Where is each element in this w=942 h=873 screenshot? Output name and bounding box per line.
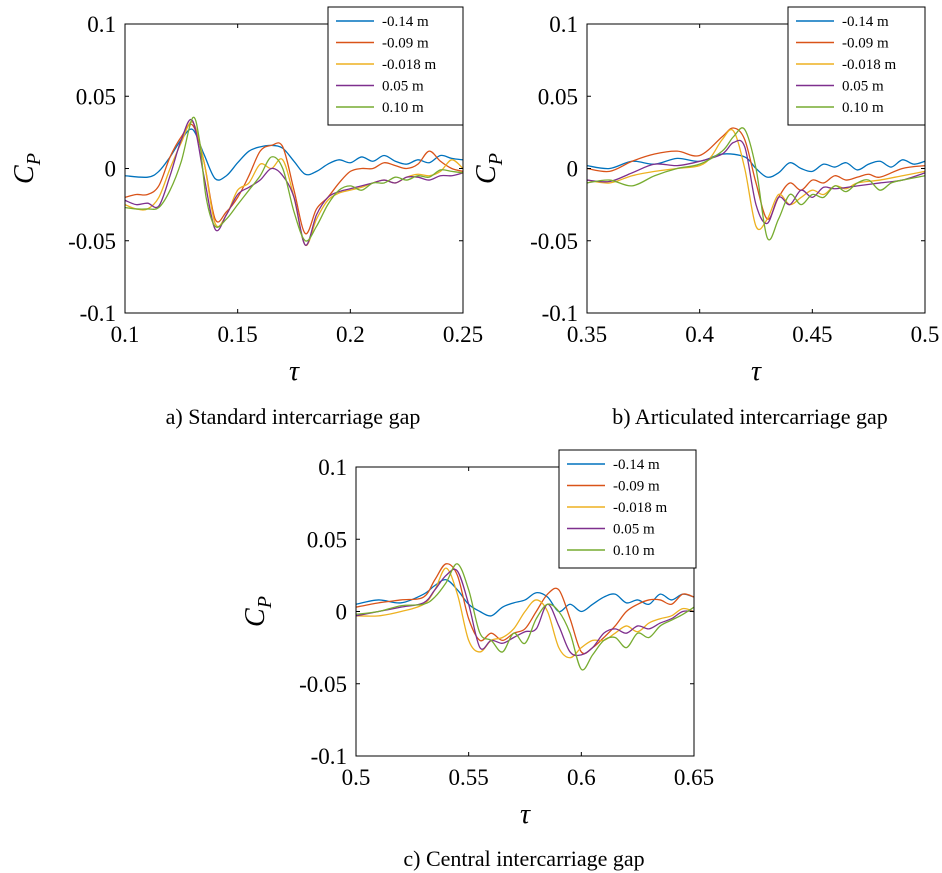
x-tick-label: 0.2 bbox=[336, 322, 365, 347]
x-tick-label: 0.4 bbox=[685, 322, 714, 347]
series-group bbox=[587, 127, 925, 241]
series-group bbox=[125, 116, 463, 246]
legend-entry: -0.09 m bbox=[613, 479, 660, 495]
x-axis-label: τ bbox=[520, 799, 531, 830]
legend-entry: -0.018 m bbox=[382, 57, 436, 73]
legend-box bbox=[327, 6, 464, 126]
x-tick-label: 0.65 bbox=[674, 765, 714, 790]
series-line bbox=[125, 121, 463, 246]
legend-entry: 0.10 m bbox=[382, 100, 424, 116]
legend-entry: -0.14 m bbox=[613, 457, 660, 473]
y-tick-label: -0.05 bbox=[530, 229, 578, 254]
x-tick-label: 0.35 bbox=[567, 322, 607, 347]
y-tick-label: -0.05 bbox=[299, 672, 347, 697]
x-tick-label: 0.5 bbox=[911, 322, 940, 347]
series-line bbox=[356, 568, 694, 657]
y-tick-label: -0.05 bbox=[68, 229, 116, 254]
x-tick-label: 0.1 bbox=[111, 322, 140, 347]
legend-entry: -0.14 m bbox=[382, 14, 429, 30]
y-tick-label: 0 bbox=[567, 157, 579, 182]
plot-area: 0.1 0.15 0.2 0.25 0.1 0.05 0 -0.05 -0.1 τ CP -0.14 … bbox=[9, 6, 483, 387]
y-tick-label: 0.1 bbox=[318, 455, 347, 480]
legend-entry: -0.018 m bbox=[842, 57, 896, 73]
legend-entry: -0.09 m bbox=[842, 36, 889, 52]
legend-entry: 0.05 m bbox=[613, 522, 655, 538]
series-line bbox=[125, 123, 463, 235]
y-axis-label: CP bbox=[240, 596, 276, 627]
y-axis-label: CP bbox=[471, 153, 507, 184]
legend-entry: 0.05 m bbox=[842, 79, 884, 95]
series-line bbox=[356, 563, 694, 671]
series-line bbox=[587, 153, 925, 178]
x-tick-label: 0.6 bbox=[567, 765, 596, 790]
y-tick-label: -0.1 bbox=[542, 301, 578, 326]
series-line bbox=[587, 128, 925, 231]
y-tick-label: -0.1 bbox=[311, 744, 347, 769]
y-tick-label: -0.1 bbox=[80, 301, 116, 326]
legend-entry: -0.018 m bbox=[613, 500, 667, 516]
y-tick-label: 0.05 bbox=[538, 84, 578, 109]
y-axis-label: CP bbox=[9, 153, 45, 184]
y-tick-label: 0 bbox=[336, 600, 348, 625]
caption-articulated-gap: b) Articulated intercarriage gap bbox=[612, 404, 887, 429]
series-line bbox=[125, 128, 463, 181]
legend-box bbox=[787, 6, 926, 126]
y-tick-label: 0.05 bbox=[307, 527, 347, 552]
chart-central-gap: 0.5 0.55 0.6 0.65 0.1 0.05 0 -0.05 -0.1 τ CP -0.14 … bbox=[240, 449, 714, 871]
x-tick-label: 0.45 bbox=[792, 322, 832, 347]
series-group bbox=[356, 563, 694, 671]
chart-standard-gap: 0.1 0.15 0.2 0.25 0.1 0.05 0 -0.05 -0.1 τ CP -0.14 … bbox=[9, 6, 483, 429]
x-tick-label: 0.15 bbox=[218, 322, 258, 347]
plot-area: 0.5 0.55 0.6 0.65 0.1 0.05 0 -0.05 -0.1 τ CP -0.14 … bbox=[240, 449, 714, 830]
legend-entry: 0.05 m bbox=[382, 79, 424, 95]
y-tick-label: 0.1 bbox=[549, 12, 578, 37]
x-axis-label: τ bbox=[289, 356, 300, 387]
y-tick-label: 0.1 bbox=[87, 12, 116, 37]
chart-articulated-gap: 0.35 0.4 0.45 0.5 0.1 0.05 0 -0.05 -0.1 τ CP -0.14 … bbox=[471, 6, 940, 429]
caption-standard-gap: a) Standard intercarriage gap bbox=[166, 404, 421, 429]
plot-area: 0.35 0.4 0.45 0.5 0.1 0.05 0 -0.05 -0.1 τ CP -0.14 … bbox=[471, 6, 940, 387]
legend-box bbox=[558, 449, 697, 569]
series-line bbox=[125, 116, 463, 242]
x-axis-label: τ bbox=[751, 356, 762, 387]
x-tick-label: 0.55 bbox=[449, 765, 489, 790]
legend: -0.14 m -0.09 m -0.018 m 0.05 m 0.10 m bbox=[327, 6, 464, 126]
legend: -0.14 m -0.09 m -0.018 m 0.05 m 0.10 m bbox=[558, 449, 697, 569]
y-tick-label: 0 bbox=[105, 157, 117, 182]
x-tick-label: 0.5 bbox=[342, 765, 371, 790]
series-line bbox=[125, 118, 463, 246]
series-line bbox=[587, 127, 925, 241]
x-tick-label: 0.25 bbox=[443, 322, 483, 347]
legend-entry: -0.14 m bbox=[842, 14, 889, 30]
series-line bbox=[356, 563, 694, 655]
legend: -0.14 m -0.09 m -0.018 m 0.05 m 0.10 m bbox=[787, 6, 926, 126]
legend-entry: 0.10 m bbox=[842, 100, 884, 116]
caption-central-gap: c) Central intercarriage gap bbox=[403, 846, 644, 871]
legend-entry: 0.10 m bbox=[613, 543, 655, 559]
series-line bbox=[587, 139, 925, 225]
legend-entry: -0.09 m bbox=[382, 36, 429, 52]
series-line bbox=[356, 567, 694, 659]
y-tick-label: 0.05 bbox=[76, 84, 116, 109]
